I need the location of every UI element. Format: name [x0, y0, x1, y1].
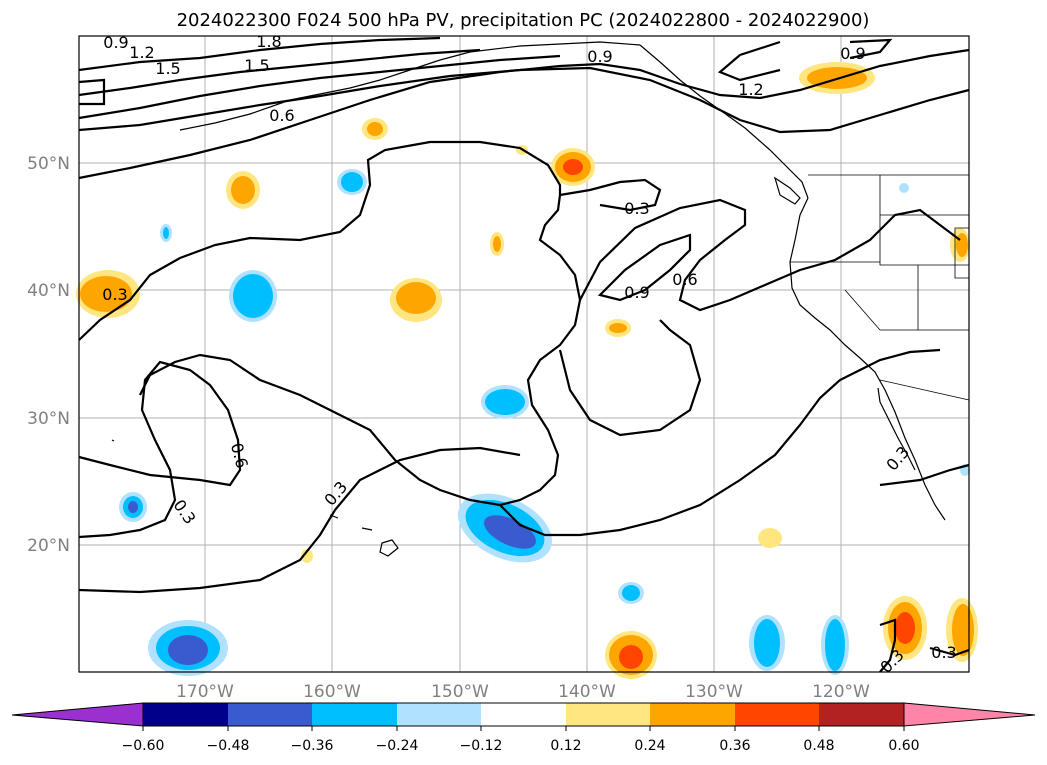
precip-neg-10-mid [163, 227, 169, 239]
contour-mid-2 [78, 360, 242, 539]
contour-label: 0.9 [840, 44, 865, 63]
y-tick-label: 50°N [27, 154, 70, 174]
x-tick-label: 120°W [812, 682, 870, 702]
contour-top-5 [78, 48, 970, 180]
pv-contours [78, 36, 970, 673]
x-tick-label: 160°W [303, 682, 361, 702]
colorbar-tick-label: 0.48 [803, 738, 834, 754]
precip-neg-3-mid [233, 274, 273, 318]
colorbar-tick-label: 0.12 [550, 738, 581, 754]
y-tick-label: 40°N [27, 281, 70, 301]
colorbar-tick-label: 0.36 [719, 738, 750, 754]
colorbar-frame [142, 702, 905, 727]
x-tick-label: 170°W [176, 682, 234, 702]
precip-pos-6-core [619, 645, 643, 669]
contour-label: 1.5 [244, 56, 269, 75]
precip-pos-1-mid [80, 276, 132, 312]
contour-top-6 [78, 78, 106, 106]
contour-top-7 [849, 38, 893, 60]
colorbar-bin [819, 703, 904, 726]
x-axis: 170°W 160°W 150°W 140°W 130°W 120°W [176, 682, 870, 702]
precip-pos-13 [758, 528, 782, 548]
contour-label: 1.2 [129, 43, 154, 62]
colorbar-max-extend [903, 702, 1036, 727]
chart-title: 2024022300 F024 500 hPa PV, precipitatio… [177, 10, 870, 31]
precip-pos-12-mid [956, 233, 968, 257]
contour-label: 0.9 [587, 47, 612, 66]
colorbar-bin [566, 703, 650, 726]
precip-shading [76, 62, 978, 679]
colorbar-tick-label: −0.48 [207, 738, 250, 754]
y-tick-label: 20°N [27, 536, 70, 556]
contour-top-8 [717, 40, 781, 82]
coastlines [111, 41, 946, 557]
contour-label: 0.6 [672, 270, 697, 289]
contour-top-2 [78, 48, 481, 97]
precip-neg-9-mid [622, 585, 640, 601]
colorbar-tick-label: −0.24 [376, 738, 419, 754]
precip-neg-7-mid [754, 619, 780, 667]
contour-label: 0.6 [269, 106, 294, 125]
x-tick-label: 150°W [431, 682, 489, 702]
contour-right-3 [579, 198, 961, 312]
precip-pos-2-mid [396, 282, 436, 314]
colorbar-bin [312, 703, 397, 726]
contour-label: 0.3 [624, 199, 649, 218]
precip-neg-11 [899, 183, 909, 193]
contour-top-4 [78, 66, 970, 134]
precip-pos-7-core [895, 612, 915, 644]
map-frame [78, 35, 970, 673]
contour-right-5 [558, 319, 702, 437]
precip-neg-2-core [484, 515, 536, 549]
y-axis: 50°N 40°N 30°N 20°N [27, 154, 70, 556]
contour-br-1 [879, 618, 897, 673]
contour-right-6 [879, 463, 970, 487]
contour-top-1 [78, 36, 441, 72]
x-tick-label: 130°W [685, 682, 743, 702]
contour-label: 0.3 [931, 643, 956, 662]
colorbar-min-extend [11, 702, 144, 727]
precip-pos-14 [301, 549, 313, 563]
contour-br-2 [929, 646, 970, 657]
contour-label: 0.3 [102, 285, 127, 304]
contour-label: 1.8 [256, 32, 281, 51]
map-panel: 0.9 1.2 1.8 1.5 1.5 0.6 0.9 1.2 0.9 0.3 … [76, 32, 978, 679]
colorbar-tick-label: −0.12 [460, 738, 503, 754]
precip-neg-1-core [168, 635, 208, 665]
precip-pos-11-mid [493, 236, 501, 252]
contour-label: 1.2 [738, 80, 763, 99]
contour-label: 1.5 [155, 59, 180, 78]
contour-right-4 [597, 233, 692, 302]
precip-neg-6-core [128, 501, 138, 513]
precip-neg-4-mid [485, 389, 525, 415]
colorbar-ticks [142, 726, 905, 731]
colorbar-bin [735, 703, 819, 726]
colorbar-tick-label: −0.60 [122, 738, 165, 754]
colorbar-bin [143, 703, 228, 726]
contour-right-1 [499, 348, 941, 537]
x-tick-label: 140°W [558, 682, 616, 702]
contour-right-2 [559, 178, 662, 212]
colorbar-bin [228, 703, 312, 726]
colorbar-tick-label: 0.60 [888, 738, 919, 754]
contour-label: 0.9 [103, 33, 128, 52]
contour-top-3 [78, 54, 561, 120]
contour-label: 0.9 [624, 283, 649, 302]
precip-pos-9-mid [367, 122, 383, 136]
colorbar-bin [481, 703, 566, 726]
colorbar-bin [650, 703, 735, 726]
colorbar-tick-label: −0.36 [291, 738, 334, 754]
precip-pos-4-mid [231, 176, 255, 204]
precip-pos-3-core [563, 159, 583, 175]
colorbar: −0.60 −0.48 −0.36 −0.24 −0.12 0.12 0.24 … [11, 702, 1036, 754]
y-tick-label: 30°N [27, 409, 70, 429]
precip-neg-5-mid [341, 172, 363, 192]
precip-neg-8-mid [825, 619, 845, 671]
colorbar-bin [397, 703, 481, 726]
colorbar-tick-label: 0.24 [634, 738, 665, 754]
contour-mid-3 [78, 446, 521, 594]
precip-pos-10-mid [609, 323, 627, 333]
